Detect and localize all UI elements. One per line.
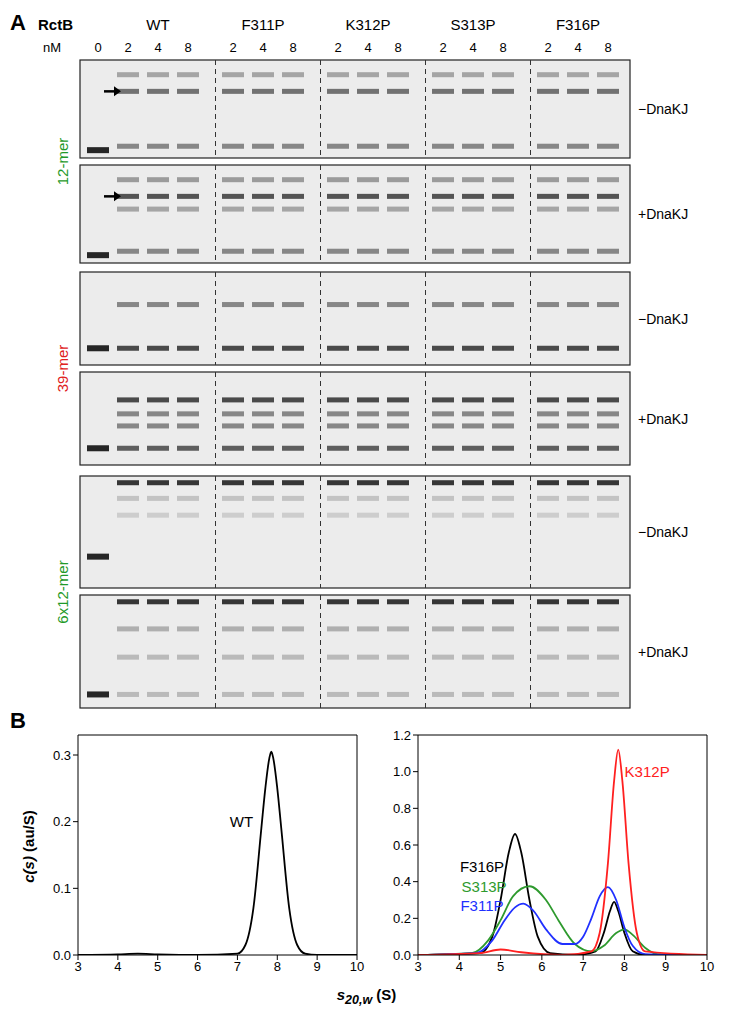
svg-text:39-mer: 39-mer xyxy=(54,345,71,393)
svg-text:1.2: 1.2 xyxy=(393,728,411,743)
svg-text:4: 4 xyxy=(574,40,581,55)
svg-text:8: 8 xyxy=(289,40,296,55)
svg-text:−DnaKJ: −DnaKJ xyxy=(638,524,688,540)
svg-text:0.6: 0.6 xyxy=(393,838,411,853)
svg-text:0.0: 0.0 xyxy=(393,948,411,963)
svg-text:9: 9 xyxy=(314,959,321,974)
svg-text:2: 2 xyxy=(229,40,236,55)
svg-text:0: 0 xyxy=(94,40,101,55)
html-text:B: B xyxy=(10,708,26,733)
svg-text:K312P: K312P xyxy=(345,16,390,33)
svg-text:0.2: 0.2 xyxy=(393,911,411,926)
svg-text:F316P: F316P xyxy=(460,858,504,875)
svg-text:+DnaKJ: +DnaKJ xyxy=(638,206,688,222)
svg-text:F311P: F311P xyxy=(460,897,503,914)
svg-text:S313P: S313P xyxy=(462,878,507,895)
svg-text:8: 8 xyxy=(604,40,611,55)
svg-text:0.0: 0.0 xyxy=(53,948,71,963)
svg-text:6: 6 xyxy=(194,959,201,974)
svg-text:6: 6 xyxy=(538,959,545,974)
svg-text:0.8: 0.8 xyxy=(393,801,411,816)
svg-text:4: 4 xyxy=(456,959,463,974)
svg-text:K312P: K312P xyxy=(625,763,670,780)
svg-text:8: 8 xyxy=(274,959,281,974)
svg-text:1.0: 1.0 xyxy=(393,764,411,779)
svg-text:A: A xyxy=(10,10,26,35)
svg-text:6x12-mer: 6x12-mer xyxy=(54,560,71,623)
svg-text:8: 8 xyxy=(394,40,401,55)
svg-text:4: 4 xyxy=(469,40,476,55)
svg-text:9: 9 xyxy=(662,959,669,974)
svg-text:8: 8 xyxy=(499,40,506,55)
svg-text:2: 2 xyxy=(334,40,341,55)
svg-text:4: 4 xyxy=(364,40,371,55)
svg-text:0.1: 0.1 xyxy=(53,881,71,896)
svg-text:3: 3 xyxy=(74,959,81,974)
svg-text:3: 3 xyxy=(414,959,421,974)
svg-text:WT: WT xyxy=(146,16,169,33)
svg-text:RctB: RctB xyxy=(38,16,73,33)
svg-text:−DnaKJ: −DnaKJ xyxy=(638,101,688,117)
html-text:(au/S): (au/S) xyxy=(19,810,37,852)
svg-text:−DnaKJ: −DnaKJ xyxy=(638,311,688,327)
svg-text:F311P: F311P xyxy=(241,16,284,33)
svg-text:0.2: 0.2 xyxy=(53,814,71,829)
svg-text:8: 8 xyxy=(184,40,191,55)
html-text:c(s): c(s) xyxy=(19,856,37,883)
svg-text:7: 7 xyxy=(234,959,241,974)
svg-text:0.3: 0.3 xyxy=(53,748,71,763)
svg-text:+DnaKJ: +DnaKJ xyxy=(638,411,688,427)
html-text:s20,w (S): s20,w (S) xyxy=(336,986,397,1007)
svg-text:2: 2 xyxy=(124,40,131,55)
svg-text:F316P: F316P xyxy=(556,16,600,33)
svg-text:2: 2 xyxy=(439,40,446,55)
svg-text:5: 5 xyxy=(497,959,504,974)
svg-text:7: 7 xyxy=(580,959,587,974)
svg-text:WT: WT xyxy=(230,813,253,830)
svg-text:8: 8 xyxy=(621,959,628,974)
svg-text:+DnaKJ: +DnaKJ xyxy=(638,644,688,660)
svg-text:S313P: S313P xyxy=(450,16,495,33)
svg-text:2: 2 xyxy=(544,40,551,55)
svg-text:4: 4 xyxy=(154,40,161,55)
svg-text:5: 5 xyxy=(154,959,161,974)
svg-text:0.4: 0.4 xyxy=(393,874,411,889)
svg-text:10: 10 xyxy=(700,959,714,974)
svg-text:nM: nM xyxy=(43,40,61,55)
svg-text:4: 4 xyxy=(259,40,266,55)
svg-text:12-mer: 12-mer xyxy=(54,138,71,186)
svg-text:4: 4 xyxy=(114,959,121,974)
svg-text:10: 10 xyxy=(350,959,364,974)
